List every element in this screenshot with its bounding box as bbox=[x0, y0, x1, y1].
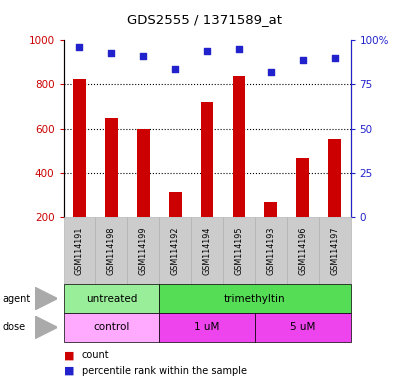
Point bbox=[235, 46, 242, 52]
Text: GSM114197: GSM114197 bbox=[329, 226, 338, 275]
Bar bbox=[296, 158, 308, 217]
Text: ■: ■ bbox=[63, 366, 74, 376]
Text: trimethyltin: trimethyltin bbox=[224, 293, 285, 304]
Text: agent: agent bbox=[2, 293, 30, 304]
Point bbox=[108, 50, 115, 56]
Text: GSM114194: GSM114194 bbox=[202, 227, 211, 275]
Bar bbox=[73, 79, 85, 217]
Text: GSM114191: GSM114191 bbox=[75, 227, 84, 275]
Bar bbox=[232, 76, 245, 217]
Text: count: count bbox=[82, 350, 109, 360]
Bar bbox=[200, 102, 213, 217]
Polygon shape bbox=[35, 316, 57, 339]
Polygon shape bbox=[35, 287, 57, 310]
Text: dose: dose bbox=[2, 322, 25, 333]
Point bbox=[299, 57, 305, 63]
Bar bbox=[264, 202, 276, 217]
Text: GDS2555 / 1371589_at: GDS2555 / 1371589_at bbox=[127, 13, 282, 26]
Text: GSM114196: GSM114196 bbox=[297, 227, 306, 275]
Text: percentile rank within the sample: percentile rank within the sample bbox=[82, 366, 246, 376]
Point bbox=[330, 55, 337, 61]
Text: ■: ■ bbox=[63, 350, 74, 360]
Point bbox=[76, 44, 83, 50]
Text: 5 uM: 5 uM bbox=[289, 322, 315, 333]
Point bbox=[139, 53, 146, 59]
Text: GSM114193: GSM114193 bbox=[266, 227, 275, 275]
Bar bbox=[328, 139, 340, 217]
Text: GSM114192: GSM114192 bbox=[170, 226, 179, 275]
Bar bbox=[169, 192, 181, 217]
Text: 1 uM: 1 uM bbox=[194, 322, 219, 333]
Text: control: control bbox=[93, 322, 129, 333]
Text: GSM114195: GSM114195 bbox=[234, 226, 243, 275]
Point bbox=[203, 48, 210, 54]
Text: GSM114199: GSM114199 bbox=[138, 226, 147, 275]
Bar bbox=[105, 118, 117, 217]
Text: untreated: untreated bbox=[85, 293, 137, 304]
Bar bbox=[137, 129, 149, 217]
Point bbox=[267, 69, 274, 75]
Point bbox=[171, 66, 178, 72]
Text: GSM114198: GSM114198 bbox=[107, 227, 116, 275]
